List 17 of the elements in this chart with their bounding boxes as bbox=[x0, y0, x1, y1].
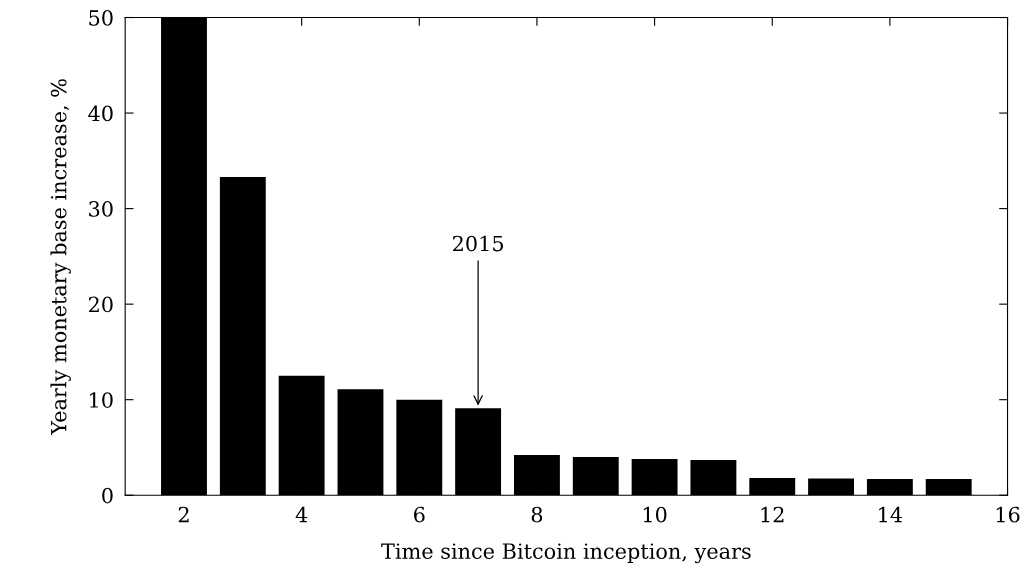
x-tick-label: 16 bbox=[996, 506, 1020, 523]
annotation: 2015 bbox=[453, 235, 504, 252]
y-tick-label: 30 bbox=[89, 201, 113, 217]
x-tick-label: 4 bbox=[295, 506, 308, 523]
x-tick-label: 6 bbox=[414, 506, 425, 523]
x-tick-label: 2 bbox=[178, 506, 189, 523]
x-tick-label: 8 bbox=[531, 506, 543, 523]
x-tick-label: 14 bbox=[879, 506, 903, 523]
x-tick-label: 10 bbox=[643, 506, 667, 523]
y-axis-title: Yearly monetary base increase, % bbox=[50, 79, 71, 436]
y-tick-label: 0 bbox=[102, 487, 113, 504]
x-tick-label: 12 bbox=[761, 506, 784, 523]
y-tick-label: 10 bbox=[90, 392, 113, 408]
y-tick-label: 20 bbox=[88, 296, 113, 313]
y-tick-label: 40 bbox=[88, 105, 113, 122]
x-axis-title: Time since Bitcoin inception, years bbox=[381, 543, 751, 564]
y-tick-label: 50 bbox=[89, 9, 113, 26]
